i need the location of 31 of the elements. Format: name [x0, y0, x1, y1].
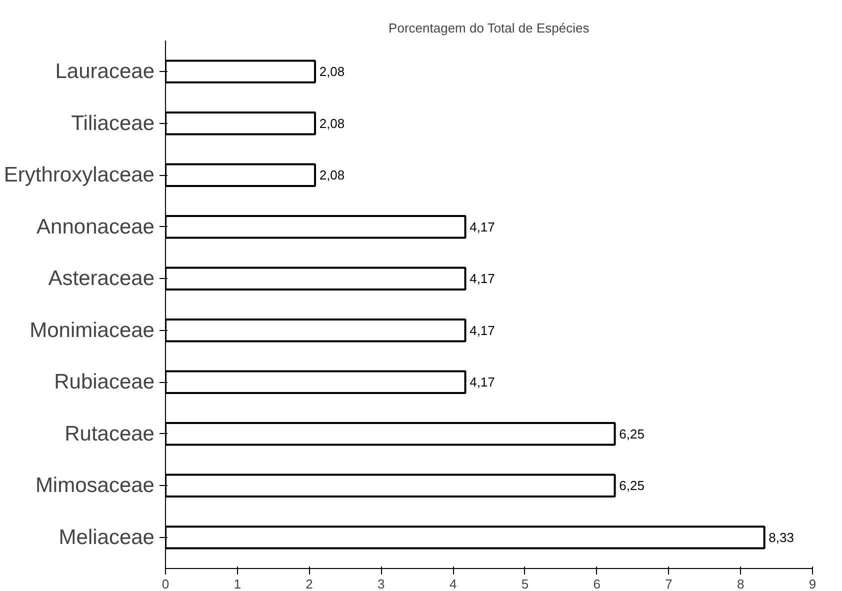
y-tick-label: Annonaceae — [36, 215, 155, 238]
data-label: 2,08 — [319, 64, 345, 80]
x-tick-label: 7 — [665, 576, 672, 591]
data-label: 4,17 — [470, 219, 495, 234]
x-tick-label: 1 — [234, 576, 242, 591]
data-label: 6,25 — [619, 426, 644, 442]
x-tick-label: 5 — [521, 576, 529, 591]
data-label: 8,33 — [768, 530, 794, 545]
data-label: 2,08 — [319, 168, 345, 183]
data-label: 2,08 — [319, 116, 345, 131]
chart-title: Porcentagem do Total de Espécies — [388, 20, 590, 36]
x-tick-label: 4 — [449, 576, 457, 591]
data-label: 4,17 — [470, 271, 495, 286]
data-label: 4,17 — [470, 322, 495, 338]
x-tick-label: 2 — [306, 576, 313, 591]
x-tick-label: 0 — [162, 576, 170, 591]
y-tick-label: Meliaceae — [58, 526, 155, 549]
y-tick-label: Rubiaceae — [54, 370, 154, 394]
y-tick-label: Mimosaceae — [35, 474, 155, 498]
x-tick-label: 3 — [378, 576, 385, 591]
y-tick-label: Asteraceae — [48, 267, 155, 290]
y-tick-label: Tiliaceae — [71, 112, 155, 135]
x-tick-label: 8 — [736, 576, 744, 591]
y-tick-label: Rutaceae — [64, 422, 155, 446]
y-tick-label: Lauraceae — [55, 60, 154, 84]
x-tick-label: 6 — [593, 576, 600, 591]
data-label: 4,17 — [470, 374, 495, 390]
x-tick-label: 9 — [808, 576, 816, 591]
data-label: 6,25 — [619, 478, 644, 494]
y-tick-label: Erythroxylaceae — [4, 164, 155, 187]
y-tick-label: Monimiaceae — [30, 318, 155, 342]
